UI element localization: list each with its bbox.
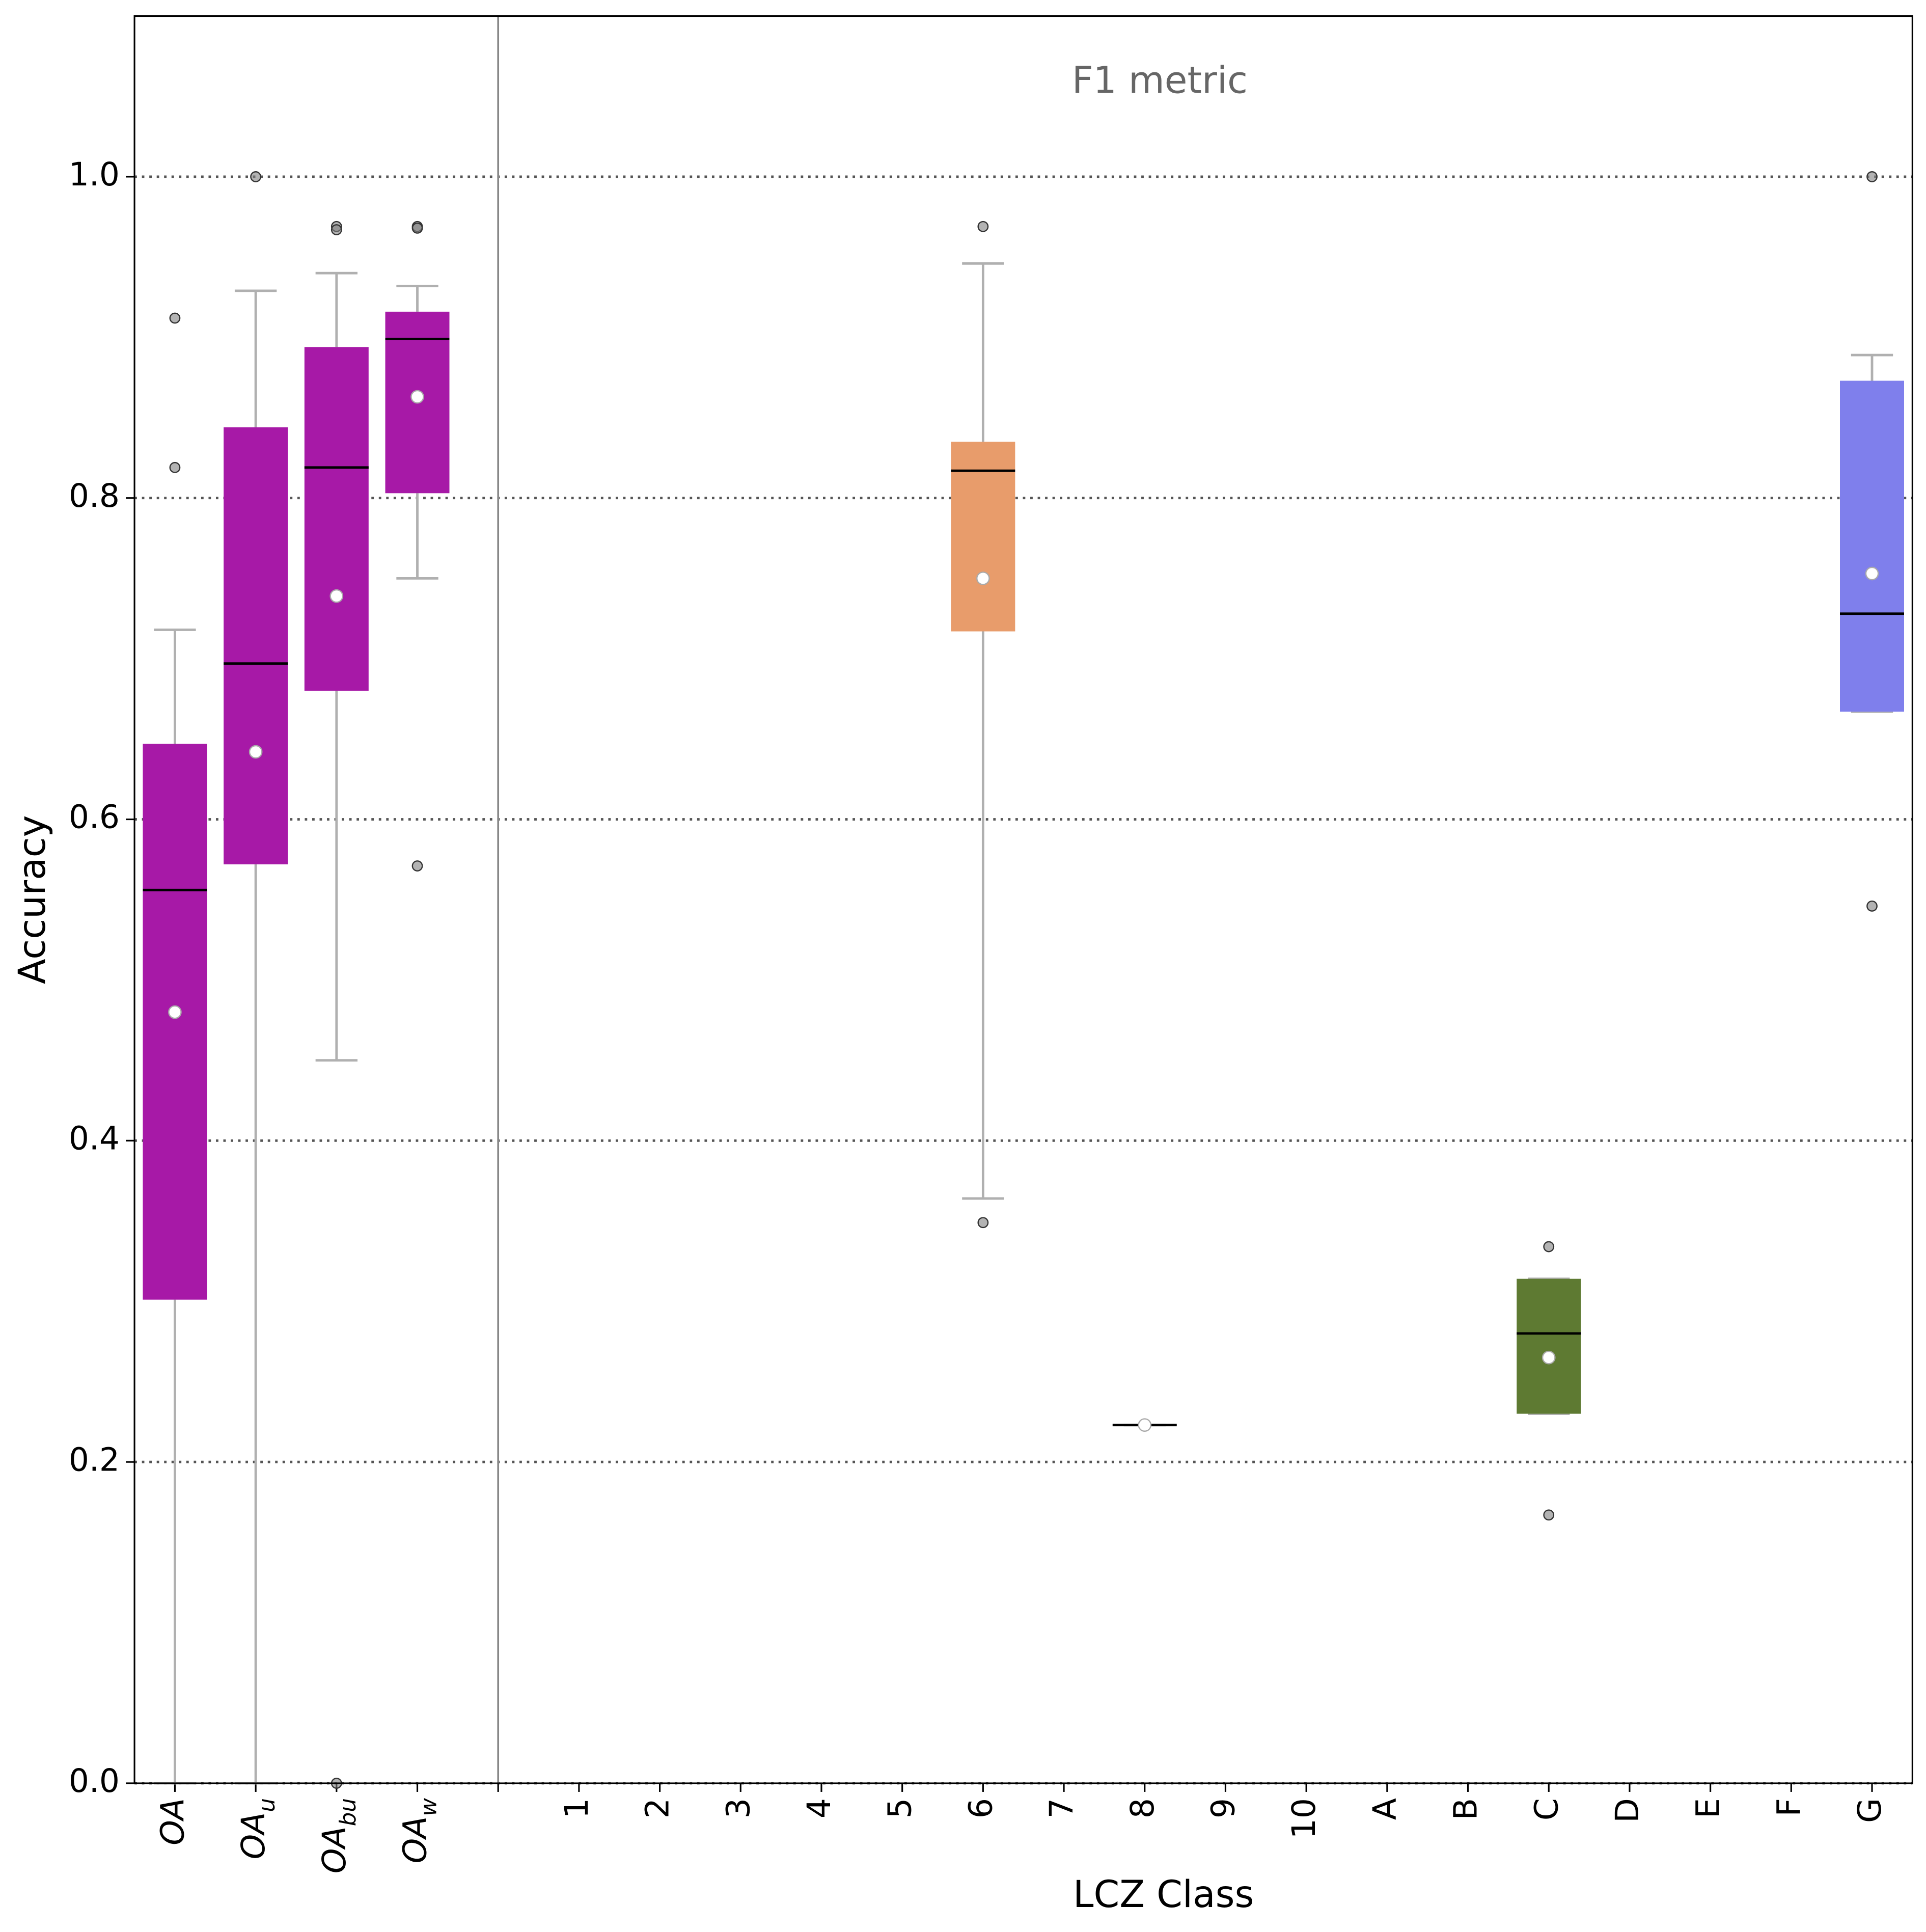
x-tick-label: 4 bbox=[801, 1798, 838, 1818]
x-tick-label: OAu bbox=[235, 1798, 280, 1859]
y-tick-label: 0.0 bbox=[69, 1762, 120, 1800]
whisker-high bbox=[315, 271, 358, 347]
x-axis-label: LCZ Class bbox=[1073, 1873, 1254, 1916]
x-tick-label: 7 bbox=[1043, 1798, 1080, 1818]
box bbox=[1840, 380, 1904, 712]
label-subscript: bu bbox=[336, 1798, 361, 1826]
chart-title: F1 metric bbox=[1072, 59, 1248, 102]
label-subscript: w bbox=[417, 1798, 442, 1816]
flier bbox=[169, 312, 181, 324]
x-tick-label: OAbu bbox=[316, 1798, 361, 1873]
x-tick-label: C bbox=[1528, 1798, 1565, 1820]
mean-marker bbox=[1138, 1418, 1152, 1432]
mean-marker bbox=[329, 589, 344, 603]
x-tick-label: 10 bbox=[1285, 1798, 1323, 1839]
box bbox=[143, 744, 207, 1300]
x-tick-label: A bbox=[1366, 1798, 1404, 1820]
y-tick-label: 1.0 bbox=[69, 156, 120, 193]
x-tick-label: 6 bbox=[962, 1798, 999, 1818]
y-tick-label: 0.4 bbox=[69, 1120, 120, 1157]
flier bbox=[1543, 1241, 1555, 1253]
whisker-low bbox=[396, 493, 438, 580]
mean-marker bbox=[976, 572, 990, 585]
label-text: OA bbox=[154, 1798, 191, 1845]
whisker-high bbox=[1851, 353, 1893, 381]
label-text: OA bbox=[235, 1812, 272, 1860]
whisker-high bbox=[396, 285, 438, 312]
x-tick-label: E bbox=[1690, 1798, 1727, 1818]
mean-marker bbox=[1542, 1350, 1556, 1365]
x-tick-label: OAw bbox=[397, 1798, 442, 1864]
x-tick-label: OA bbox=[154, 1798, 191, 1845]
x-tick-label: 3 bbox=[720, 1798, 757, 1818]
mean-marker bbox=[410, 390, 424, 404]
whisker-high bbox=[154, 628, 196, 744]
whisker-high bbox=[962, 262, 1004, 442]
mean-marker bbox=[168, 1005, 182, 1019]
flier bbox=[331, 224, 342, 235]
flier bbox=[1866, 900, 1878, 912]
flier bbox=[1866, 171, 1878, 182]
flier bbox=[977, 221, 989, 232]
flier bbox=[1543, 1509, 1555, 1521]
y-tick-label: 0.2 bbox=[69, 1441, 120, 1478]
box bbox=[1517, 1278, 1581, 1414]
box bbox=[951, 442, 1015, 632]
x-tick-label: B bbox=[1447, 1798, 1484, 1820]
x-tick-label: G bbox=[1851, 1798, 1888, 1823]
x-tick-label: 1 bbox=[558, 1798, 595, 1818]
x-tick-label: 8 bbox=[1124, 1798, 1161, 1818]
mean-marker bbox=[249, 745, 263, 759]
flier bbox=[169, 461, 181, 473]
whisker-high bbox=[234, 289, 277, 427]
x-tick-label: 2 bbox=[639, 1798, 676, 1818]
label-text: OA bbox=[397, 1816, 434, 1864]
label-text: OA bbox=[316, 1826, 353, 1873]
x-tick-label: F bbox=[1770, 1798, 1807, 1816]
whisker-low bbox=[315, 691, 358, 1062]
x-tick-label: D bbox=[1609, 1798, 1646, 1822]
y-tick-label: 0.6 bbox=[69, 799, 120, 836]
whisker-low bbox=[962, 631, 1004, 1200]
x-tick-label: 9 bbox=[1205, 1798, 1242, 1818]
label-subscript: u bbox=[255, 1798, 280, 1812]
flier bbox=[411, 222, 423, 234]
box bbox=[224, 427, 288, 864]
y-tick-label: 0.8 bbox=[69, 477, 120, 514]
x-tick-label: 5 bbox=[882, 1798, 919, 1818]
mean-marker bbox=[1865, 566, 1879, 581]
flier bbox=[411, 860, 423, 872]
box bbox=[304, 347, 369, 691]
plot-frame bbox=[133, 15, 1913, 1784]
flier bbox=[977, 1217, 989, 1229]
flier bbox=[250, 171, 262, 182]
y-axis-label: Accuracy bbox=[11, 815, 54, 984]
